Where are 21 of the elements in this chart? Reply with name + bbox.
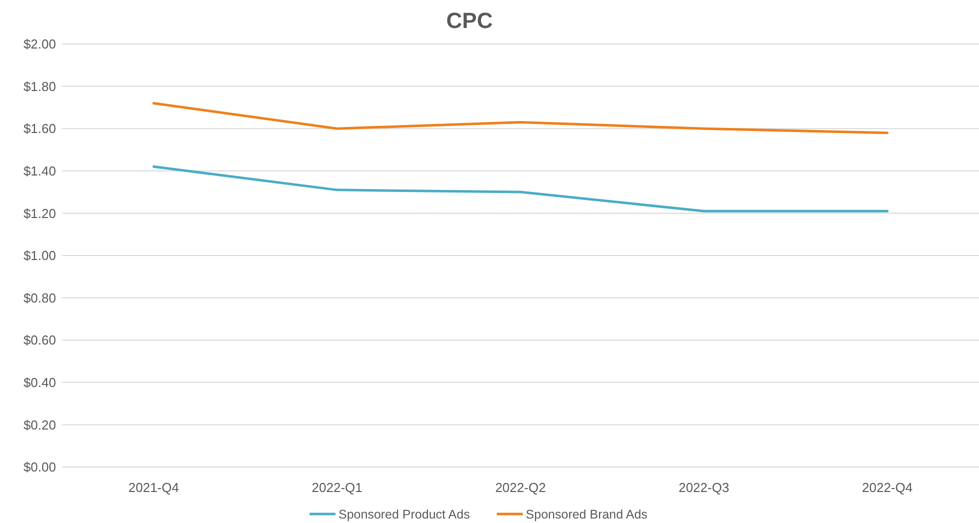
- y-tick-label: $0.00: [23, 460, 56, 475]
- line-series: [152, 165, 889, 212]
- x-tick-label: 2022-Q1: [312, 480, 362, 495]
- y-tick-label: $0.60: [23, 332, 56, 348]
- y-tick-label: $0.80: [23, 290, 56, 306]
- y-tick-label: $1.00: [23, 248, 56, 264]
- y-tick-label: $1.80: [23, 78, 56, 94]
- legend-label: Sponsored Brand Ads: [526, 507, 648, 522]
- x-tick-label: 2021-Q4: [128, 480, 179, 495]
- y-tick-label: $0.20: [23, 417, 56, 432]
- y-tick-label: $1.60: [23, 121, 56, 136]
- y-tick-label: $1.40: [23, 163, 56, 178]
- y-tick-label: $1.20: [23, 206, 56, 221]
- chart-title: CPC: [446, 8, 493, 33]
- line-series: [152, 102, 889, 134]
- x-tick-label: 2022-Q2: [495, 480, 546, 495]
- legend-label: Sponsored Product Ads: [338, 507, 470, 522]
- y-tick-label: $2.00: [23, 36, 56, 52]
- x-tick-label: 2022-Q4: [862, 480, 913, 495]
- x-tick-label: 2022-Q3: [678, 480, 730, 495]
- y-tick-label: $0.40: [23, 374, 56, 390]
